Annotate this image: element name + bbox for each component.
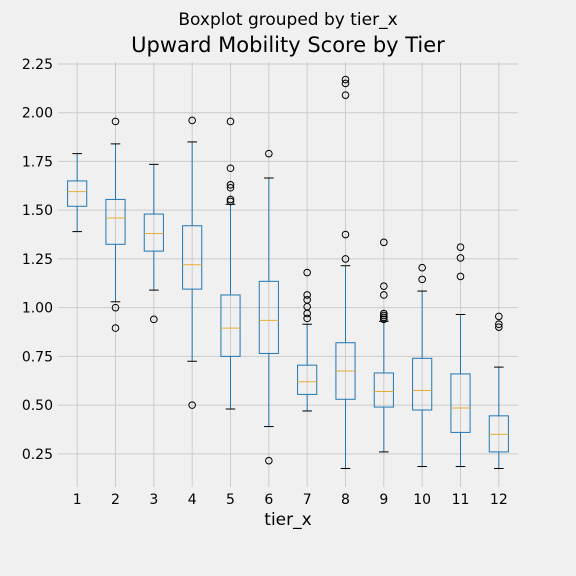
outlier-point	[418, 275, 426, 284]
x-tick-label: 12	[490, 492, 508, 508]
box-iqr	[373, 372, 394, 408]
box-iqr	[182, 225, 203, 290]
box-iqr	[297, 364, 318, 395]
outlier-point	[303, 268, 311, 277]
x-tick-label: 6	[264, 492, 273, 508]
outlier-point	[303, 309, 311, 318]
x-tick-label: 1	[73, 492, 82, 508]
outlier-point	[226, 197, 235, 206]
outlier-point	[380, 313, 388, 322]
y-tick-label: 2.00	[22, 106, 53, 122]
outlier-point	[341, 255, 350, 263]
outlier-point	[226, 181, 235, 189]
x-tick-label: 3	[149, 492, 158, 508]
y-tick-label: 0.50	[22, 398, 53, 414]
box-iqr	[258, 280, 279, 354]
outlier-point	[380, 311, 388, 320]
outlier-point	[188, 401, 196, 409]
outlier-point	[111, 324, 120, 332]
box-iqr	[412, 357, 433, 411]
outlier-point	[456, 243, 465, 252]
outlier-point	[341, 75, 350, 84]
outlier-point	[226, 195, 235, 204]
outlier-point	[303, 314, 311, 323]
y-tick-label: 1.00	[22, 301, 53, 317]
box-iqr	[220, 294, 241, 357]
y-tick-label: 1.50	[22, 203, 53, 219]
box-iqr	[67, 180, 88, 207]
outlier-point	[226, 183, 235, 192]
box-iqr	[450, 373, 471, 433]
outlier-point	[226, 164, 235, 173]
outlier-point	[226, 117, 235, 126]
x-tick-label: 7	[303, 492, 312, 508]
y-tick-label: 0.25	[22, 447, 53, 463]
x-tick-label: 5	[226, 492, 235, 508]
outlier-point	[341, 230, 350, 239]
outlier-point	[380, 282, 388, 290]
outlier-point	[111, 303, 120, 312]
x-tick-label: 10	[413, 492, 431, 508]
y-tick-label: 0.75	[22, 349, 53, 365]
outlier-point	[265, 456, 273, 465]
x-tick-label: 4	[188, 492, 197, 508]
y-tick-label: 1.25	[22, 252, 53, 268]
outlier-point	[188, 116, 196, 125]
x-tick-label: 8	[341, 492, 350, 508]
outlier-point	[495, 323, 503, 331]
y-tick-label: 2.25	[22, 57, 53, 73]
y-tick-label: 1.75	[22, 154, 53, 170]
outlier-point	[495, 320, 503, 329]
outlier-point	[341, 79, 350, 88]
outlier-point	[150, 315, 158, 324]
x-tick-label: 9	[379, 492, 388, 508]
outlier-point	[495, 312, 503, 321]
x-tick-label: 11	[452, 492, 470, 508]
outlier-point	[380, 309, 388, 318]
chart-suptitle: Boxplot grouped by tier_x	[178, 10, 398, 30]
outlier-point	[111, 117, 120, 126]
box-iqr	[143, 213, 164, 252]
outlier-point	[265, 149, 273, 158]
outlier-point	[341, 91, 350, 99]
box-iqr	[105, 198, 126, 245]
x-tick-label: 2	[111, 492, 120, 508]
x-axis-label: tier_x	[264, 510, 311, 530]
outlier-point	[303, 291, 311, 299]
outlier-point	[456, 272, 465, 281]
outlier-point	[456, 254, 465, 262]
outlier-point	[418, 263, 426, 272]
outlier-point	[380, 291, 388, 299]
outlier-point	[380, 238, 388, 247]
chart-title: Upward Mobility Score by Tier	[131, 33, 445, 57]
outlier-point	[380, 315, 388, 324]
